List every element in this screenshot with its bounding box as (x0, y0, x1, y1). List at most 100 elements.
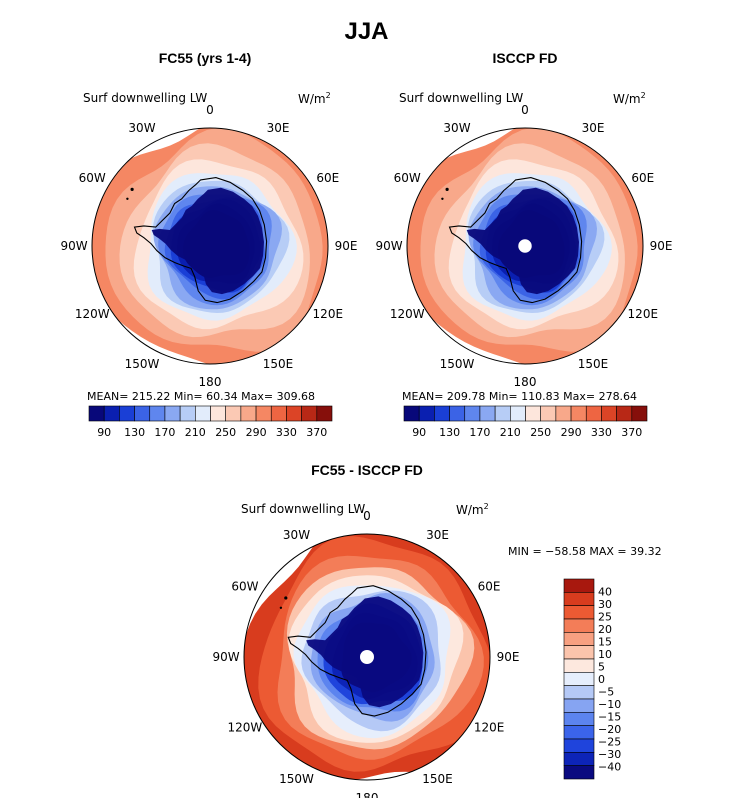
colorbar-swatch (149, 405, 166, 422)
colorbar-swatch (563, 725, 595, 740)
colorbar-swatch (563, 672, 595, 686)
colorbar-tick: 170 (154, 426, 175, 439)
colorbar-tick: −10 (598, 698, 621, 711)
diff-units: W/m2 (456, 502, 489, 517)
longitude-label: 0 (521, 103, 529, 117)
colorbar-tick: −40 (598, 761, 621, 774)
longitude-label: 90W (212, 650, 239, 664)
colorbar-swatch (563, 752, 595, 766)
longitude-label: 120E (313, 307, 344, 321)
panel1-field-label: Surf downwelling LW (83, 91, 208, 105)
panel1-subtitle: FC55 (yrs 1-4) (158, 50, 252, 66)
colorbar-tick: 130 (439, 426, 460, 439)
colorbar-swatch (119, 405, 135, 422)
colorbar-tick: 370 (306, 426, 327, 439)
longitude-label: 30E (582, 121, 605, 135)
colorbar-swatch (563, 738, 595, 753)
colorbar-swatch (164, 405, 181, 422)
colorbar-tick: 90 (97, 426, 111, 439)
colorbar-tick: 290 (561, 426, 582, 439)
figure-title: JJA (344, 18, 389, 45)
longitude-label: 150W (440, 357, 475, 371)
colorbar-tick: −5 (598, 686, 614, 699)
colorbar-swatch (570, 405, 587, 422)
colorbar-swatch (563, 685, 595, 700)
colorbar-tick: 40 (598, 586, 612, 599)
colorbar-swatch (601, 405, 617, 422)
colorbar-swatch (210, 405, 226, 422)
longitude-label: 60E (631, 171, 654, 185)
colorbar-swatch (563, 618, 595, 633)
colorbar-swatch (563, 712, 595, 726)
colorbar-swatch (316, 405, 333, 422)
colorbar-swatch (494, 405, 511, 422)
longitude-label: 60E (478, 580, 501, 594)
colorbar-swatch (103, 405, 120, 422)
colorbar-swatch (134, 405, 151, 422)
colorbar-tick: 20 (598, 623, 612, 636)
panel1-colorbar: 90 130 170 210 250 290 330 370 (88, 405, 333, 439)
colorbar-swatch (631, 405, 648, 422)
colorbar-tick: 330 (591, 426, 612, 439)
longitude-label: 150W (279, 772, 314, 786)
longitude-label: 0 (206, 103, 214, 117)
longitude-label: 0 (363, 509, 371, 523)
panel2-stats: MEAN= 209.78 Min= 110.83 Max= 278.64 (402, 390, 638, 403)
colorbar-swatch (434, 405, 450, 422)
diff-stats: MIN = −58.58 MAX = 39.32 (508, 545, 662, 558)
colorbar-tick: 5 (598, 661, 605, 674)
longitude-label: 30W (283, 528, 310, 542)
colorbar-swatch (563, 765, 595, 780)
longitude-label: 150E (263, 357, 294, 371)
colorbar-swatch (563, 658, 595, 673)
longitude-label: 60W (394, 171, 421, 185)
colorbar-tick: −25 (598, 736, 621, 749)
colorbar-tick: 130 (124, 426, 145, 439)
colorbar-swatch (563, 698, 595, 713)
diff-polar-map: 0 30E 60E 90E 120E 150E 180 150W 120W 90W 60W 30W (212, 509, 519, 798)
colorbar-swatch (525, 405, 541, 422)
longitude-label: 180 (514, 375, 537, 389)
longitude-label: 60E (316, 171, 339, 185)
colorbar-tick: 210 (185, 426, 206, 439)
colorbar-tick: 290 (246, 426, 267, 439)
panel2-units: W/m2 (613, 91, 646, 106)
longitude-label: 120W (228, 721, 263, 735)
longitude-label: 90E (335, 239, 358, 253)
longitude-label: 90E (650, 239, 673, 253)
colorbar-swatch (270, 405, 287, 422)
colorbar-tick: 250 (530, 426, 551, 439)
colorbar-swatch (240, 405, 257, 422)
colorbar-swatch (563, 632, 595, 646)
longitude-label: 150W (125, 357, 160, 371)
colorbar-swatch (510, 405, 526, 422)
longitude-label: 30W (443, 121, 470, 135)
colorbar-tick: 0 (598, 673, 605, 686)
longitude-label: 30E (267, 121, 290, 135)
longitude-label: 60W (231, 580, 258, 594)
panel1-stats: MEAN= 215.22 Min= 60.34 Max= 309.68 (87, 390, 316, 403)
longitude-label: 120E (474, 721, 505, 735)
colorbar-swatch (195, 405, 211, 422)
panel2-field-label: Surf downwelling LW (399, 91, 524, 105)
colorbar-swatch (585, 405, 602, 422)
colorbar-swatch (225, 405, 242, 422)
colorbar-tick: 250 (215, 426, 236, 439)
colorbar-tick: 10 (598, 648, 612, 661)
longitude-label: 90W (375, 239, 402, 253)
diff-subtitle: FC55 - ISCCP FD (311, 462, 423, 478)
panel2-polar-map: 0 30E 60E 90E 120E 150E 180 150W 120W 90W 60W 30W (375, 103, 672, 389)
colorbar-tick: 90 (412, 426, 426, 439)
colorbar-swatch (464, 405, 481, 422)
colorbar-swatch (403, 405, 420, 422)
colorbar-tick: 15 (598, 636, 612, 649)
diff-field-label: Surf downwelling LW (241, 502, 366, 516)
colorbar-swatch (479, 405, 496, 422)
colorbar-swatch (301, 405, 318, 422)
colorbar-swatch (616, 405, 633, 422)
colorbar-tick: −30 (598, 748, 621, 761)
colorbar-swatch (563, 605, 595, 620)
colorbar-tick: 370 (621, 426, 642, 439)
panel2-subtitle: ISCCP FD (492, 50, 558, 66)
